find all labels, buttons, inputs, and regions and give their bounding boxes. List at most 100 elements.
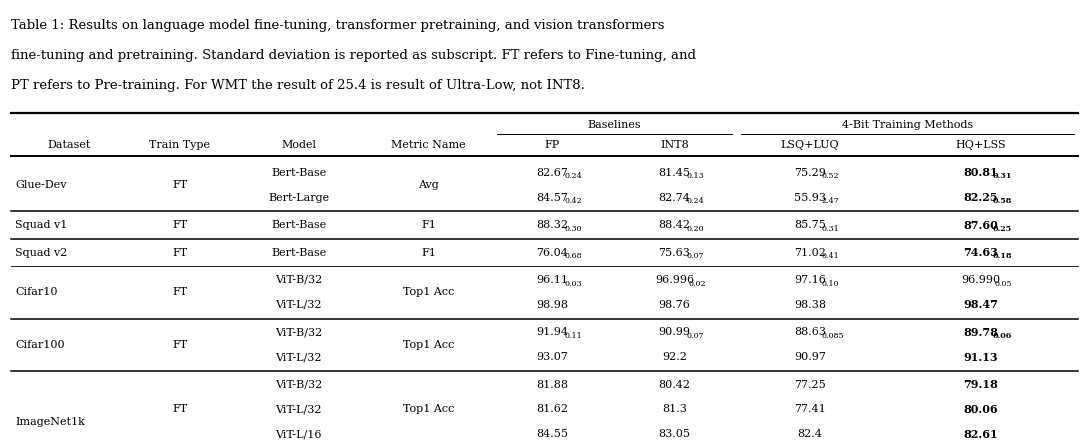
Text: 80.81: 80.81 — [963, 167, 998, 178]
Text: ImageNet1k: ImageNet1k — [15, 417, 85, 427]
Text: 89.78: 89.78 — [963, 327, 998, 338]
Text: FT: FT — [172, 404, 188, 414]
Text: 82.74: 82.74 — [659, 193, 690, 202]
Text: 88.32: 88.32 — [537, 220, 568, 230]
Text: 0.06: 0.06 — [993, 332, 1012, 340]
Text: 96.11: 96.11 — [537, 275, 568, 285]
Text: FT: FT — [172, 220, 188, 230]
Text: PT refers to Pre-training. For WMT the result of 25.4 is result of Ultra-Low, no: PT refers to Pre-training. For WMT the r… — [11, 79, 584, 92]
Text: 0.31: 0.31 — [822, 225, 839, 233]
Text: Top1 Acc: Top1 Acc — [403, 340, 455, 350]
Text: 77.41: 77.41 — [794, 404, 826, 414]
Text: 55.93: 55.93 — [794, 193, 826, 202]
Text: 88.42: 88.42 — [659, 220, 690, 230]
Text: 92.2: 92.2 — [662, 352, 687, 362]
Text: 0.13: 0.13 — [687, 172, 704, 180]
Text: Baselines: Baselines — [588, 120, 642, 130]
Text: 0.11: 0.11 — [564, 332, 582, 340]
Text: Table 1: Results on language model fine-tuning, transformer pretraining, and vis: Table 1: Results on language model fine-… — [11, 19, 664, 31]
Text: 87.60: 87.60 — [963, 220, 998, 230]
Text: 81.62: 81.62 — [537, 404, 568, 414]
Text: F1: F1 — [421, 220, 436, 230]
Text: 76.04: 76.04 — [537, 248, 568, 257]
Text: 0.31: 0.31 — [993, 172, 1012, 180]
Text: 0.18: 0.18 — [993, 252, 1012, 260]
Text: 0.25: 0.25 — [993, 225, 1012, 233]
Text: 83.05: 83.05 — [659, 429, 690, 439]
Text: 98.47: 98.47 — [963, 299, 998, 310]
Text: 98.38: 98.38 — [794, 300, 826, 310]
Text: 80.42: 80.42 — [659, 380, 690, 389]
Text: FT: FT — [172, 288, 188, 297]
Text: 91.94: 91.94 — [537, 327, 568, 337]
Text: ViT-B/32: ViT-B/32 — [275, 327, 322, 337]
Text: 77.25: 77.25 — [794, 380, 826, 389]
Text: 97.16: 97.16 — [794, 275, 826, 285]
Text: 80.06: 80.06 — [963, 404, 998, 415]
Text: 90.99: 90.99 — [659, 327, 690, 337]
Text: fine-tuning and pretraining. Standard deviation is reported as subscript. FT ref: fine-tuning and pretraining. Standard de… — [11, 49, 696, 62]
Text: Avg: Avg — [418, 180, 440, 190]
Text: 0.30: 0.30 — [564, 225, 582, 233]
Text: INT8: INT8 — [660, 140, 689, 150]
Text: 81.45: 81.45 — [659, 168, 690, 178]
Text: 85.75: 85.75 — [794, 220, 826, 230]
Text: ViT-L/32: ViT-L/32 — [275, 300, 322, 310]
Text: 0.24: 0.24 — [564, 172, 582, 180]
Text: Bert-Base: Bert-Base — [271, 220, 326, 230]
Text: 0.10: 0.10 — [822, 280, 839, 288]
Text: 81.3: 81.3 — [662, 404, 687, 414]
Text: 74.63: 74.63 — [963, 247, 998, 258]
Text: Dataset: Dataset — [48, 140, 91, 150]
Text: 81.88: 81.88 — [537, 380, 568, 389]
Text: 84.55: 84.55 — [537, 429, 568, 439]
Text: 98.98: 98.98 — [537, 300, 568, 310]
Text: 88.63: 88.63 — [794, 327, 826, 337]
Text: 0.41: 0.41 — [822, 252, 839, 260]
Text: 84.57: 84.57 — [537, 193, 568, 202]
Text: 75.63: 75.63 — [659, 248, 690, 257]
Text: LSQ+LUQ: LSQ+LUQ — [781, 140, 839, 150]
Text: 0.05: 0.05 — [995, 280, 1012, 288]
Text: Bert-Base: Bert-Base — [271, 168, 326, 178]
Text: ViT-B/32: ViT-B/32 — [275, 275, 322, 285]
Text: 75.29: 75.29 — [794, 168, 826, 178]
Text: FT: FT — [172, 340, 188, 350]
Text: 0.07: 0.07 — [687, 332, 704, 340]
Text: Glue-Dev: Glue-Dev — [15, 180, 67, 190]
Text: 0.07: 0.07 — [687, 252, 704, 260]
Text: 0.02: 0.02 — [689, 280, 706, 288]
Text: FT: FT — [172, 248, 188, 257]
Text: Metric Name: Metric Name — [391, 140, 467, 150]
Text: 4-Bit Training Methods: 4-Bit Training Methods — [841, 120, 973, 130]
Text: Model: Model — [281, 140, 316, 150]
Text: 93.07: 93.07 — [537, 352, 568, 362]
Text: 82.67: 82.67 — [537, 168, 568, 178]
Text: 0.20: 0.20 — [687, 225, 704, 233]
Text: FT: FT — [172, 180, 188, 190]
Text: 0.68: 0.68 — [564, 252, 582, 260]
Text: 0.03: 0.03 — [564, 280, 582, 288]
Text: Top1 Acc: Top1 Acc — [403, 288, 455, 297]
Text: 91.13: 91.13 — [963, 352, 998, 362]
Text: Squad v1: Squad v1 — [15, 220, 67, 230]
Text: 0.58: 0.58 — [993, 197, 1012, 205]
Text: Bert-Large: Bert-Large — [268, 193, 329, 202]
Text: 71.02: 71.02 — [794, 248, 826, 257]
Text: 2.47: 2.47 — [822, 197, 839, 205]
Text: FP: FP — [544, 140, 561, 150]
Text: 96.990: 96.990 — [961, 275, 1000, 285]
Text: 82.4: 82.4 — [797, 429, 823, 439]
Text: Squad v2: Squad v2 — [15, 248, 67, 257]
Text: 0.24: 0.24 — [687, 197, 704, 205]
Text: ViT-L/16: ViT-L/16 — [275, 429, 322, 439]
Text: 0.085: 0.085 — [822, 332, 845, 340]
Text: ViT-B/32: ViT-B/32 — [275, 380, 322, 389]
Text: 98.76: 98.76 — [659, 300, 690, 310]
Text: 79.18: 79.18 — [963, 379, 998, 390]
Text: F1: F1 — [421, 248, 436, 257]
Text: ViT-L/32: ViT-L/32 — [275, 352, 322, 362]
Text: 82.61: 82.61 — [963, 429, 998, 439]
Text: 90.97: 90.97 — [794, 352, 826, 362]
Text: 82.25: 82.25 — [963, 192, 998, 203]
